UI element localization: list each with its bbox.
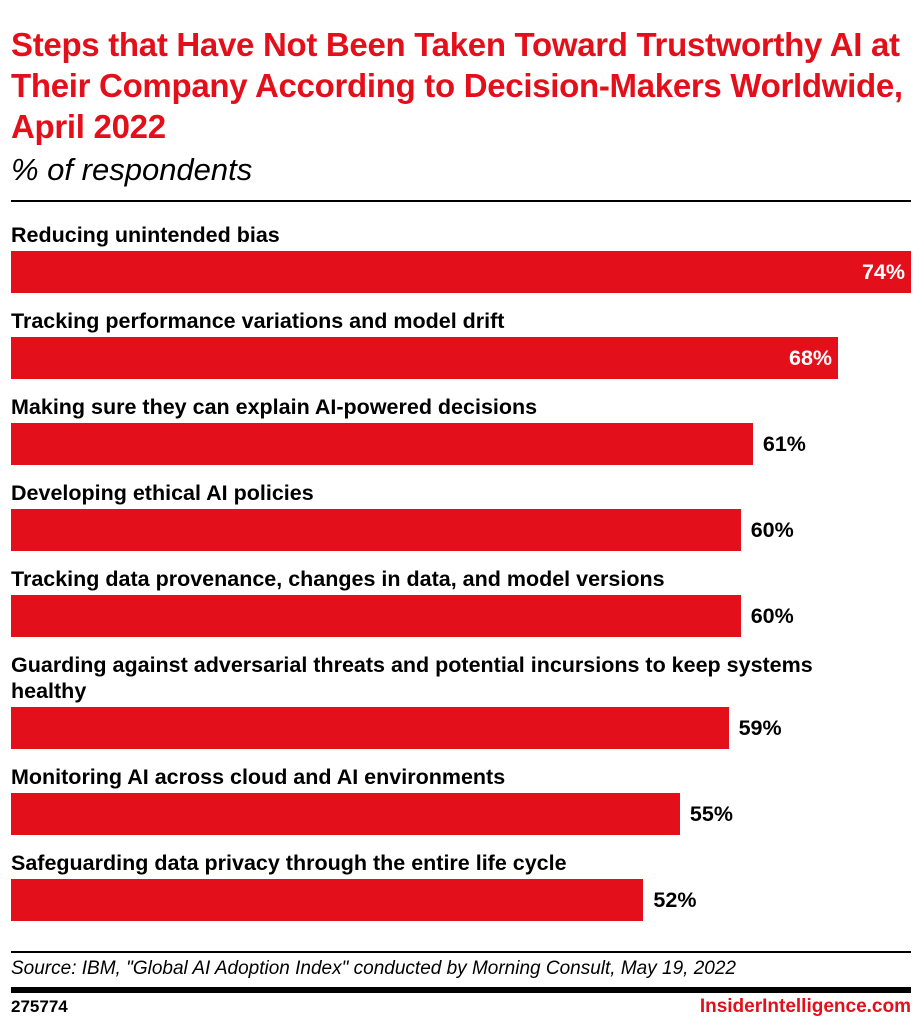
chart-id: 275774 (11, 997, 68, 1016)
bar (11, 337, 839, 379)
value-label: 52% (653, 888, 697, 912)
bar (11, 509, 741, 551)
value-label: 60% (750, 518, 794, 542)
category-label: Tracking performance variations and mode… (11, 309, 505, 333)
bar-row: Tracking data provenance, changes in dat… (11, 566, 911, 637)
bar (11, 423, 753, 465)
value-label: 61% (762, 432, 806, 456)
category-label: Making sure they can explain AI-powered … (11, 395, 538, 419)
bar-row: Safeguarding data privacy through the en… (11, 850, 911, 921)
source-divider (11, 951, 911, 953)
value-label: 59% (738, 716, 782, 740)
bar-row: Monitoring AI across cloud and AI enviro… (11, 764, 911, 835)
value-label: 60% (750, 604, 794, 628)
bar (11, 251, 911, 293)
category-label: Guarding against adversarial threats and… (11, 653, 813, 703)
category-label: Monitoring AI across cloud and AI enviro… (11, 765, 506, 789)
bar-row: Developing ethical AI policies 60% (11, 480, 911, 551)
value-label: 55% (689, 802, 733, 826)
value-label: 74% (861, 260, 905, 284)
category-label: Reducing unintended bias (11, 223, 280, 247)
category-label: Tracking data provenance, changes in dat… (11, 567, 665, 591)
brand-link[interactable]: InsiderIntelligence.com (699, 996, 911, 1017)
value-label: 68% (788, 346, 833, 370)
category-label: Safeguarding data privacy through the en… (11, 851, 567, 875)
bar-row: Reducing unintended bias 74% (11, 222, 911, 293)
bar-row: Making sure they can explain AI-powered … (11, 394, 911, 465)
source-note: Source: IBM, "Global AI Adoption Index" … (11, 958, 736, 979)
top-divider (11, 200, 911, 202)
chart-title: Steps that Have Not Been Taken Toward Tr… (11, 26, 903, 145)
category-label: Developing ethical AI policies (11, 481, 314, 505)
footer-divider (11, 987, 911, 993)
bar (11, 595, 741, 637)
bar (11, 707, 729, 749)
bar-row: Tracking performance variations and mode… (11, 308, 911, 379)
bar-chart: Reducing unintended bias 74% Tracking perf… (11, 222, 911, 936)
bar (11, 879, 644, 921)
bar-row: Guarding against adversarial threats and… (11, 652, 911, 749)
chart-subtitle: % of respondents (11, 152, 253, 187)
bar (11, 793, 680, 835)
